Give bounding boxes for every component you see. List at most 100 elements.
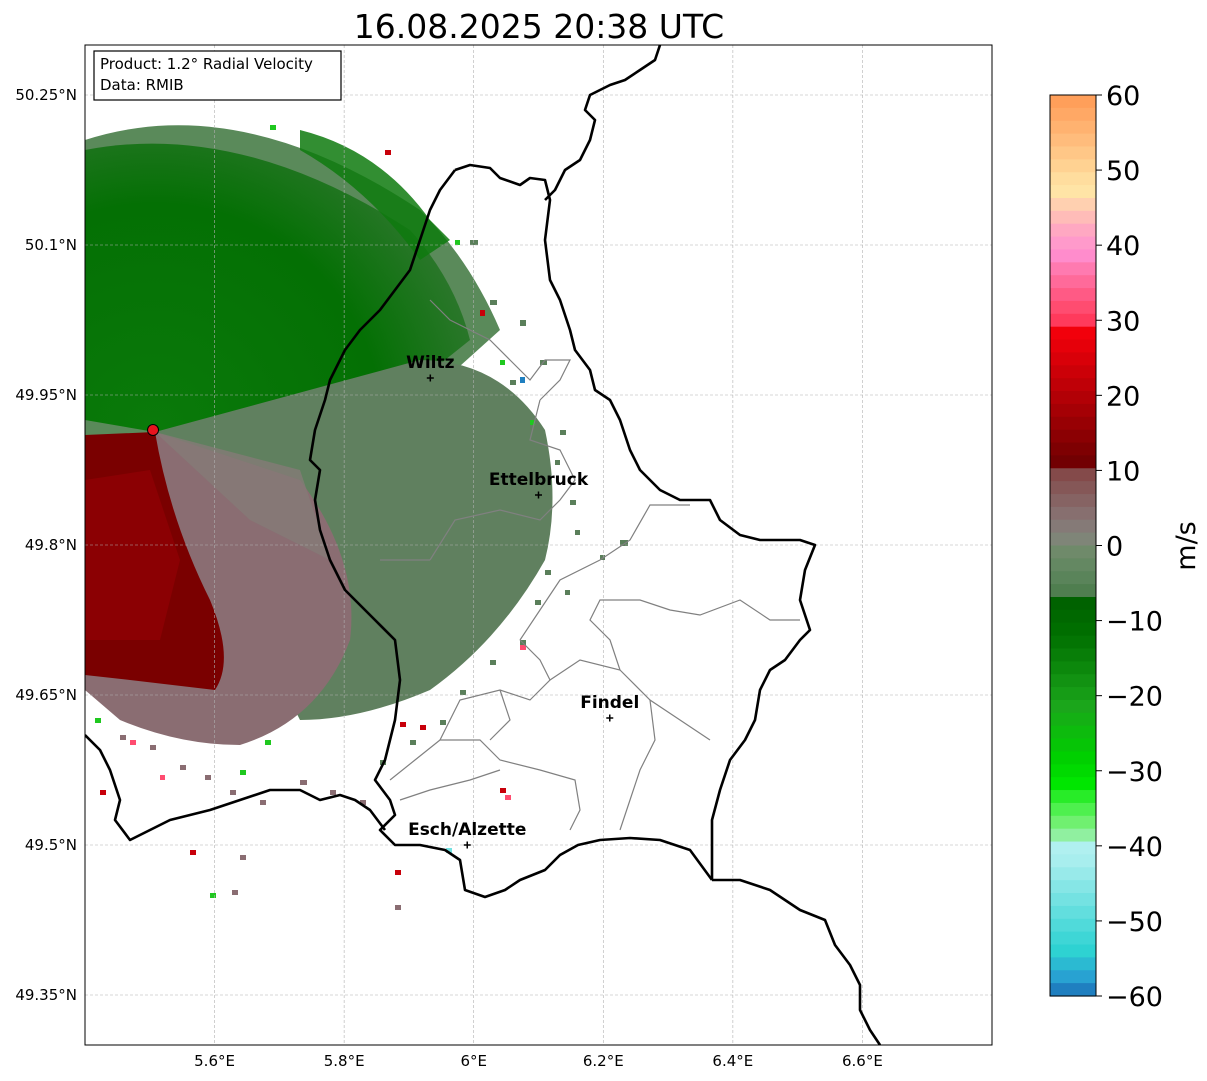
- lat-tick-label: 50.1°N: [25, 236, 77, 254]
- colorbar-swatch: [1050, 674, 1096, 688]
- colorbar-ticks: 60 50 40 30 20 10 0 −10 −20 −30 −40 −50 −60: [1096, 81, 1163, 1013]
- colorbar-swatch: [1050, 558, 1096, 572]
- map-panel: Wiltz Ettelbruck Findel Esch/Alzette Produc…: [84, 44, 993, 1046]
- colorbar-swatch: [1050, 918, 1096, 933]
- colorbar-swatch: [1050, 622, 1096, 637]
- colorbar-swatch: [1050, 455, 1096, 469]
- city-marker: [606, 714, 614, 722]
- colorbar-swatch: [1050, 532, 1096, 547]
- colorbar-swatch: [1050, 378, 1096, 392]
- info-product: Product: 1.2° Radial Velocity: [100, 55, 313, 73]
- lon-tick-label: 5.8°E: [324, 1052, 365, 1070]
- colorbar-swatch: [1050, 802, 1096, 817]
- colorbar-swatch: [1050, 481, 1096, 495]
- colorbar-swatch: [1050, 661, 1096, 675]
- city-findel: Findel: [580, 693, 639, 722]
- colorbar-swatch: [1050, 815, 1096, 830]
- colorbar-swatch: [1050, 468, 1096, 482]
- lon-tick-label: 6.6°E: [842, 1052, 883, 1070]
- lat-tick-label: 49.95°N: [15, 386, 77, 404]
- colorbar-tick-label: 50: [1106, 156, 1140, 187]
- colorbar-tick-label: 30: [1106, 306, 1140, 337]
- colorbar-swatch: [1050, 223, 1096, 238]
- colorbar-swatch: [1050, 120, 1096, 135]
- colorbar-tick-label: −30: [1106, 757, 1163, 788]
- city-labels: Wiltz Ettelbruck Findel Esch/Alzette: [406, 353, 639, 849]
- colorbar-swatch: [1050, 429, 1096, 444]
- colorbar-swatch: [1050, 210, 1096, 225]
- colorbar-swatch: [1050, 841, 1096, 856]
- lat-tick-label: 49.35°N: [15, 986, 77, 1004]
- info-box-frame: [93, 50, 342, 101]
- colorbar-swatch: [1050, 854, 1096, 868]
- colorbar-swatch: [1050, 931, 1096, 946]
- colorbar-swatch: [1050, 275, 1096, 289]
- lon-tick-label: 5.6°E: [194, 1052, 235, 1070]
- colorbar-swatch: [1050, 416, 1096, 431]
- colorbar-swatches: [1050, 95, 1096, 997]
- colorbar-swatch: [1050, 751, 1096, 765]
- colorbar-swatch: [1050, 494, 1096, 508]
- info-data-source: Data: RMIB: [100, 76, 184, 94]
- city-label: Findel: [580, 693, 639, 713]
- colorbar-swatch: [1050, 133, 1096, 148]
- canton-boundaries: [380, 299, 800, 831]
- colorbar-swatch: [1050, 764, 1096, 778]
- colorbar-swatch: [1050, 519, 1096, 534]
- colorbar-swatch: [1050, 983, 1096, 997]
- radar-site-marker: [147, 424, 160, 436]
- colorbar-swatch: [1050, 262, 1096, 276]
- colorbar-swatch: [1050, 506, 1096, 521]
- latitude-tick-labels: 50.25°N 50.1°N 49.95°N 49.8°N 49.65°N 49.5°N 4…: [15, 86, 77, 1004]
- lat-tick-label: 49.8°N: [25, 536, 77, 554]
- colorbar-label: m/s: [1171, 521, 1202, 570]
- colorbar-swatch: [1050, 352, 1096, 366]
- colorbar-tick-label: −10: [1106, 607, 1163, 638]
- colorbar-tick-label: −60: [1106, 982, 1163, 1013]
- lat-tick-label: 49.5°N: [25, 836, 77, 854]
- borders: [85, 45, 882, 1045]
- city-esch-alzette: Esch/Alzette: [408, 820, 526, 849]
- colorbar-tick-label: −20: [1106, 682, 1163, 713]
- map-frame: [84, 44, 993, 1046]
- radar-velocity-field: [85, 125, 628, 910]
- colorbar-swatch: [1050, 944, 1096, 958]
- colorbar-swatch: [1050, 880, 1096, 894]
- city-marker: [426, 374, 434, 382]
- colorbar-swatch: [1050, 300, 1096, 315]
- city-wiltz: Wiltz: [406, 353, 455, 382]
- colorbar-swatch: [1050, 893, 1096, 907]
- colorbar: 60 50 40 30 20 10 0 −10 −20 −30 −40 −50 −60 m/s: [1049, 81, 1202, 1013]
- colorbar-swatch: [1050, 790, 1096, 804]
- colorbar-swatch: [1050, 957, 1096, 971]
- colorbar-swatch: [1050, 95, 1096, 109]
- colorbar-swatch: [1050, 699, 1096, 714]
- colorbar-swatch: [1050, 712, 1096, 727]
- colorbar-swatch: [1050, 970, 1096, 984]
- colorbar-tick-label: −50: [1106, 907, 1163, 938]
- colorbar-swatch: [1050, 725, 1096, 740]
- colorbar-swatch: [1050, 905, 1096, 920]
- colorbar-tick-label: 20: [1106, 381, 1140, 412]
- city-label: Ettelbruck: [489, 470, 589, 490]
- colorbar-swatch: [1050, 545, 1096, 559]
- city-ettelbruck: Ettelbruck: [489, 470, 589, 499]
- figure-title: 16.08.2025 20:38 UTC: [354, 7, 724, 46]
- city-marker: [535, 491, 542, 499]
- colorbar-swatch: [1050, 442, 1096, 456]
- colorbar-swatch: [1050, 172, 1096, 186]
- lon-tick-label: 6.2°E: [583, 1052, 624, 1070]
- colorbar-swatch: [1050, 249, 1096, 263]
- colorbar-swatch: [1050, 313, 1096, 328]
- colorbar-swatch: [1050, 635, 1096, 650]
- colorbar-swatch: [1050, 197, 1096, 212]
- colorbar-swatch: [1050, 107, 1096, 122]
- info-box: Product: 1.2° Radial Velocity Data: RMIB: [93, 50, 342, 101]
- lon-tick-label: 6.4°E: [712, 1052, 753, 1070]
- lat-tick-label: 49.65°N: [15, 686, 77, 704]
- colorbar-swatch: [1050, 828, 1096, 843]
- longitude-tick-labels: 5.6°E 5.8°E 6°E 6.2°E 6.4°E 6.6°E: [194, 1052, 883, 1070]
- colorbar-swatch: [1050, 584, 1096, 598]
- lon-tick-label: 6°E: [460, 1052, 487, 1070]
